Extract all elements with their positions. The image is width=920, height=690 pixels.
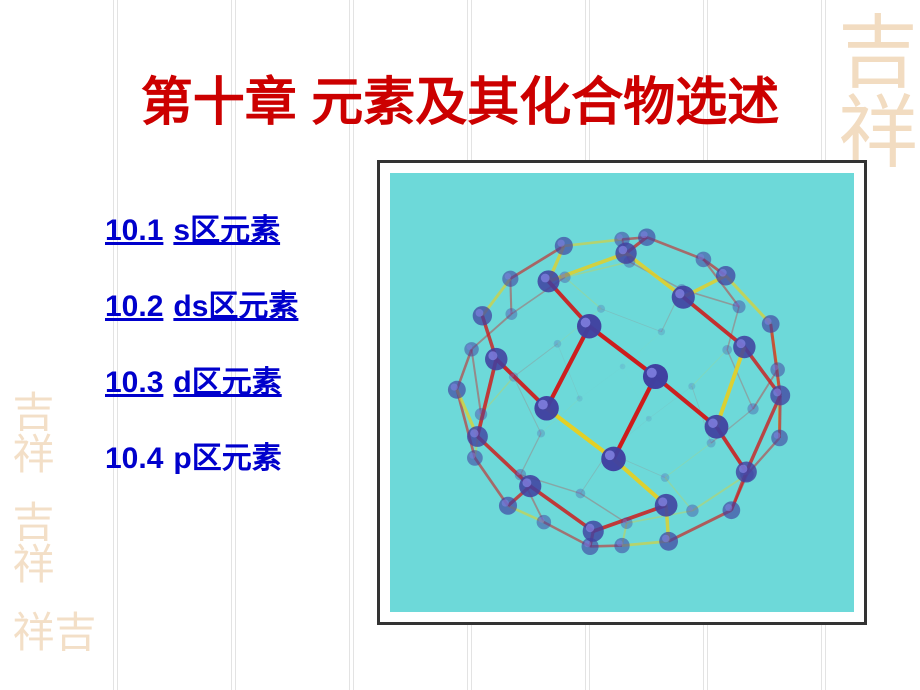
chapter-title: 第十章 元素及其化合物选述 [0,60,920,135]
toc-label: s区元素 [173,214,280,247]
table-of-contents: 10.1 s区元素 10.2 ds区元素 10.3 d区元素 10.4 p区元素 [105,205,298,509]
toc-label: p区元素 [173,442,281,475]
toc-number: 10.4 [105,442,163,475]
toc-number: 10.1 [105,214,163,247]
toc-number: 10.2 [105,290,163,323]
fullerene-molecule-svg [390,173,854,612]
seal-decoration-left-3: 吉祥 [8,610,92,690]
toc-item-10-3[interactable]: 10.3 d区元素 [105,357,298,401]
molecule-image-frame [377,160,867,625]
seal-decoration-left-1: 吉祥 [8,390,50,474]
toc-number: 10.3 [105,366,163,399]
toc-item-10-4[interactable]: 10.4 p区元素 [105,433,298,477]
molecule-image [390,173,854,612]
toc-label: d区元素 [173,366,281,399]
toc-item-10-1[interactable]: 10.1 s区元素 [105,205,298,249]
toc-item-10-2[interactable]: 10.2 ds区元素 [105,281,298,325]
toc-label: ds区元素 [173,290,298,323]
seal-decoration-left-2: 吉祥 [8,500,50,584]
